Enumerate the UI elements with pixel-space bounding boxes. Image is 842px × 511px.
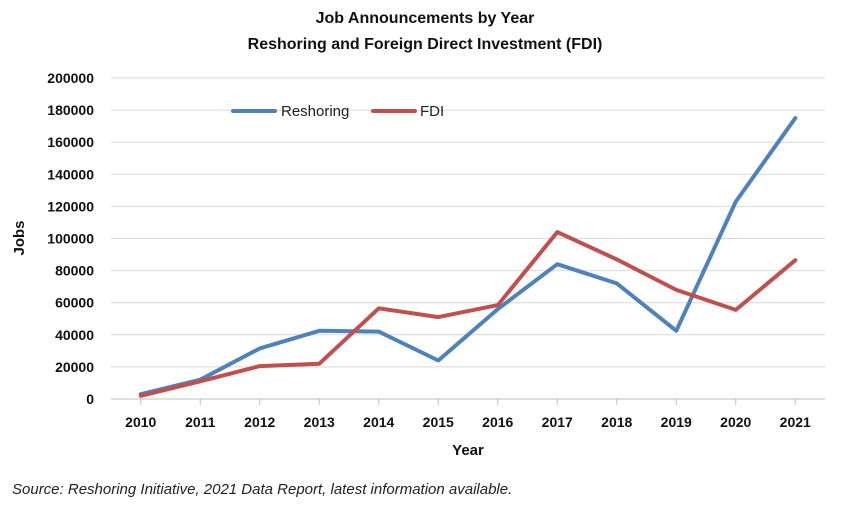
y-tick-label: 60000 [55, 295, 94, 311]
legend: Reshoring FDI [231, 103, 444, 120]
y-tick-label: 160000 [47, 134, 94, 150]
x-tick-label: 2015 [423, 414, 454, 430]
x-tick-label: 2016 [482, 414, 513, 430]
y-axis-label: Jobs [11, 220, 28, 255]
x-tick-label: 2014 [363, 414, 394, 430]
y-tick-label: 140000 [47, 166, 94, 182]
y-tick-label: 0 [86, 391, 94, 407]
source-note: Source: Reshoring Initiative, 2021 Data … [12, 481, 513, 498]
chart-title: Job Announcements by Year [316, 10, 535, 27]
y-tick-label: 20000 [55, 359, 94, 375]
x-tick-label: 2020 [720, 414, 751, 430]
series-line-reshoring [138, 116, 798, 397]
x-tick-label: 2019 [661, 414, 692, 430]
series-lines [138, 116, 798, 398]
x-tick-label: 2011 [185, 414, 216, 430]
legend-label-reshoring: Reshoring [281, 103, 349, 120]
legend-label-fdi: FDI [420, 103, 444, 120]
y-tick-label: 120000 [47, 198, 94, 214]
x-tick-label: 2010 [125, 414, 156, 430]
y-tick-label: 40000 [55, 327, 94, 343]
x-tick-label: 2018 [601, 414, 632, 430]
y-tick-label: 180000 [47, 102, 94, 118]
x-tick-label: 2017 [542, 414, 573, 430]
y-tick-label: 80000 [55, 263, 94, 279]
x-axis-label: Year [452, 442, 484, 459]
series-line-fdi [138, 230, 798, 398]
gridlines [111, 77, 825, 368]
x-tick-label: 2013 [304, 414, 335, 430]
x-tick-label: 2021 [780, 414, 811, 430]
y-tick-label: 200000 [47, 70, 94, 86]
chart-subtitle: Reshoring and Foreign Direct Investment … [248, 36, 603, 53]
y-axis-ticks: 0 20000 40000 60000 80000 100000 120000 140000 1… [47, 70, 94, 407]
y-tick-label: 100000 [47, 231, 94, 247]
x-tick-label: 2012 [244, 414, 275, 430]
x-axis-ticks: 2010 2011 2012 2013 2014 2015 2016 2017 2018 2019… [125, 399, 811, 430]
